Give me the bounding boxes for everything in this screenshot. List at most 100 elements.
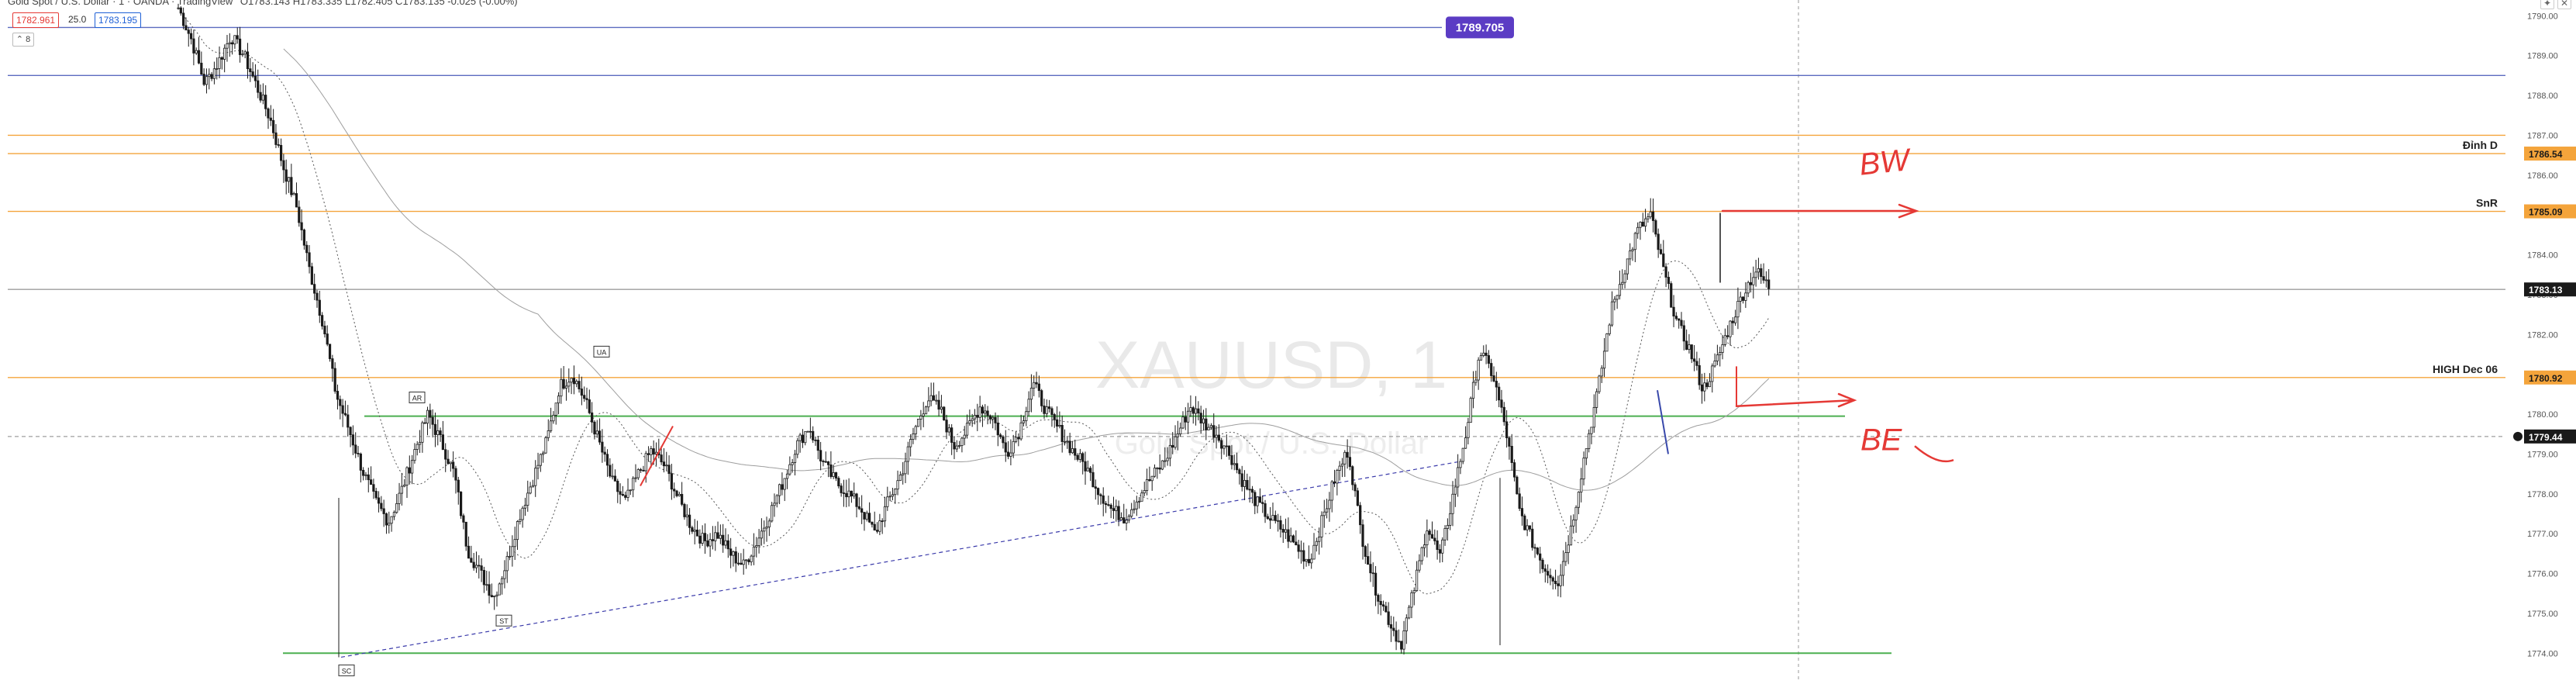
candle-body: [478, 565, 481, 567]
candle-body: [1197, 408, 1200, 414]
candle-body: [1490, 363, 1493, 376]
candle-body: [929, 395, 933, 402]
candle-body: [231, 42, 234, 45]
candle-body: [1520, 508, 1524, 516]
candle-body: [501, 578, 504, 585]
chart-header: Gold Spot / U.S. Dollar · 1 · OANDA · Tr…: [8, 0, 522, 7]
axis-tick-label: 1778.00: [2527, 490, 2558, 499]
candle-body: [1733, 316, 1737, 323]
candle-body: [287, 177, 291, 182]
candle-body: [773, 503, 776, 506]
candle-body: [550, 420, 553, 431]
candle-body: [1153, 468, 1157, 477]
candle-body: [675, 490, 678, 496]
axis-tick-label: 1780.00: [2527, 410, 2558, 420]
candle-body: [1636, 226, 1640, 234]
candle-body: [400, 485, 403, 494]
candle-body: [292, 193, 295, 195]
candle-body: [736, 562, 740, 565]
candle-body: [711, 539, 715, 541]
candle-body: [1418, 560, 1421, 571]
candle-body: [1664, 266, 1667, 278]
candle-body: [747, 559, 750, 562]
candle-body: [1191, 407, 1195, 414]
candle-body: [1037, 383, 1040, 392]
candle-body: [564, 385, 568, 389]
candle-body: [1405, 617, 1408, 631]
candle-body: [701, 533, 704, 544]
candle-body: [444, 449, 447, 460]
candle-body: [1762, 276, 1765, 281]
candle-body: [829, 464, 833, 477]
candle-body: [958, 445, 961, 447]
candle-body: [1374, 572, 1378, 596]
candle-body: [632, 478, 635, 491]
candle-body: [1220, 440, 1223, 449]
candle-body: [562, 378, 565, 389]
candle-body: [1269, 518, 1272, 521]
candle-body: [274, 132, 278, 145]
candle-body: [750, 555, 753, 562]
candle-body: [904, 461, 907, 475]
candle-body: [195, 50, 198, 54]
candle-body: [896, 480, 899, 490]
close-icon[interactable]: ✕: [2557, 0, 2571, 9]
candle-body: [1063, 440, 1067, 443]
candle-body: [1647, 216, 1650, 219]
candle-body: [1084, 461, 1087, 472]
candle-body: [585, 398, 588, 400]
candle-body: [1053, 414, 1056, 420]
candle-body: [1189, 407, 1192, 412]
candle-body: [1626, 258, 1629, 275]
candle-body: [642, 470, 645, 472]
candle-body: [1078, 453, 1081, 460]
candle-body: [1014, 437, 1018, 442]
candle-body: [439, 430, 442, 436]
candle-body: [1564, 552, 1567, 562]
candle-body: [1464, 437, 1467, 449]
candle-body: [1033, 382, 1036, 389]
candle-body: [1035, 382, 1038, 385]
candle-body: [362, 469, 365, 476]
ask-price[interactable]: 1783.195: [95, 12, 142, 28]
candle-body: [377, 497, 381, 504]
settings-icon[interactable]: ✦: [2540, 0, 2554, 9]
candle-body: [411, 460, 414, 474]
candle-body: [1318, 536, 1321, 542]
candle-body: [1474, 379, 1478, 383]
candle-body: [1305, 558, 1308, 562]
candle-body: [1205, 418, 1208, 430]
candle-body: [1050, 408, 1054, 415]
candle-body: [683, 503, 686, 517]
candle-body: [1392, 627, 1395, 631]
candle-body: [433, 423, 437, 435]
horizontal-levels: 1789.705: [8, 16, 2505, 655]
candle-body: [1104, 503, 1108, 506]
bid-price[interactable]: 1782.961: [12, 12, 60, 28]
candle-body: [1688, 344, 1691, 351]
candle-body: [914, 426, 917, 434]
candle-body: [1574, 506, 1578, 520]
symbol-title[interactable]: Gold Spot / U.S. Dollar · 1 · OANDA · Tr…: [8, 0, 233, 7]
candle-body: [940, 406, 943, 410]
candle-body: [1672, 306, 1675, 317]
candle-body: [1148, 478, 1151, 482]
candle-body: [241, 54, 244, 56]
candle-body: [210, 74, 213, 79]
candle-body: [906, 446, 909, 462]
candle-body: [1549, 575, 1552, 579]
candle-body: [1410, 592, 1413, 608]
candle-body: [354, 444, 357, 454]
candle-body: [508, 555, 512, 558]
candle-body: [313, 284, 316, 294]
candle-body: [485, 584, 488, 586]
candle-body: [1140, 492, 1143, 502]
candle-body: [1235, 463, 1239, 471]
candle-body: [1641, 221, 1644, 227]
collapse-indicators-button[interactable]: ⌃ 8: [12, 33, 34, 47]
candle-body: [1145, 478, 1149, 491]
candle-body: [1115, 506, 1118, 511]
candle-body: [1340, 463, 1344, 467]
